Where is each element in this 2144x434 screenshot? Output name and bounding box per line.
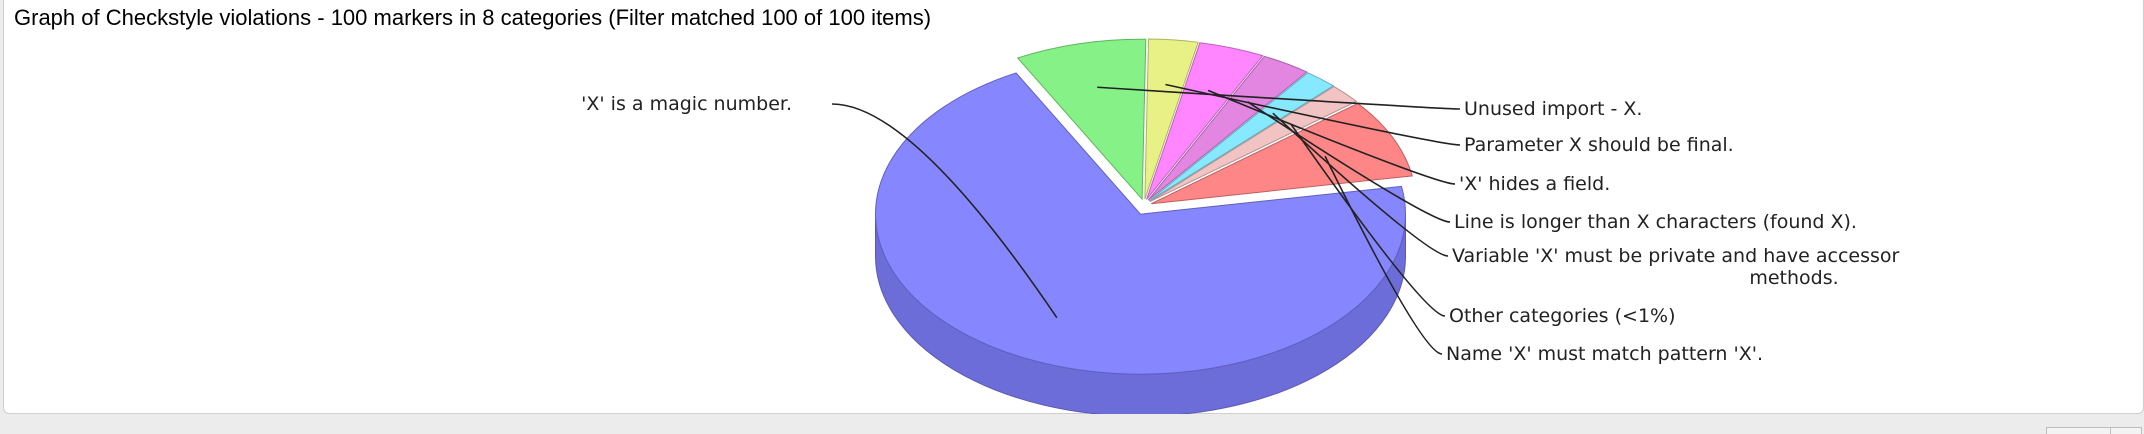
pie-slice-x-hides-a-field [1146, 42, 1264, 200]
pie-slice-x-is-a-magic-number [875, 72, 1406, 375]
slice-label-name-x-must-match-pattern-x: Name 'X' must match pattern 'X'. [1446, 343, 1763, 365]
leader-line-other-categories-1 [1290, 123, 1446, 317]
slice-label-variable-x-must-be-private-and-have-accessor-methods: Variable 'X' must be private and have ac… [1452, 245, 1900, 267]
pie-slice-parameter-x-should-be-final [1144, 38, 1199, 200]
slice-label-parameter-x-should-be-final: Parameter X should be final. [1464, 134, 1734, 156]
chart-panel: Graph of Checkstyle violations - 100 mar… [3, 0, 2144, 414]
leader-line-x-is-a-magic-number [831, 103, 1058, 319]
slice-label-line-is-longer-than-x-characters-found-x: Line is longer than X characters (found … [1454, 211, 1857, 233]
slice-label-unused-import-x: Unused import - X. [1464, 98, 1642, 120]
slice-label-x-hides-a-field: 'X' hides a field. [1459, 173, 1610, 195]
slice-label-other-categories-1: Other categories (<1%) [1449, 305, 1676, 327]
leader-line-x-hides-a-field [1207, 89, 1456, 185]
status-strip [0, 414, 2144, 434]
pie-slice-line-is-longer-than-x-characters-found-x [1147, 55, 1308, 201]
leader-line-variable-x-must-be-private-and-have-accessor-methods [1272, 112, 1449, 257]
pie-slice-variable-x-must-be-private-and-have-accessor-methods [1148, 72, 1335, 202]
leader-line-name-x-must-match-pattern-x [1324, 155, 1443, 355]
leader-line-unused-import-x [1097, 86, 1461, 110]
pie-slice-name-x-must-match-pattern-x [1151, 102, 1413, 205]
slice-label-x-is-a-magic-number: 'X' is a magic number. [581, 93, 792, 115]
page-title: Graph of Checkstyle violations - 100 mar… [14, 5, 932, 30]
pie-chart: 'X' is a magic number. Unused import - X.… [581, 38, 1900, 414]
pie-slice-unused-import-x [1016, 38, 1147, 201]
resize-button[interactable] [2046, 427, 2142, 434]
slice-label-variable-x-must-be-private-and-have-accessor-methods-line2: methods. [1749, 267, 1838, 289]
leader-line-parameter-x-should-be-final [1165, 83, 1461, 146]
button-divider [2110, 427, 2111, 434]
pie-tops [875, 38, 1413, 375]
pie-labels: 'X' is a magic number. Unused import - X.… [581, 83, 1900, 365]
